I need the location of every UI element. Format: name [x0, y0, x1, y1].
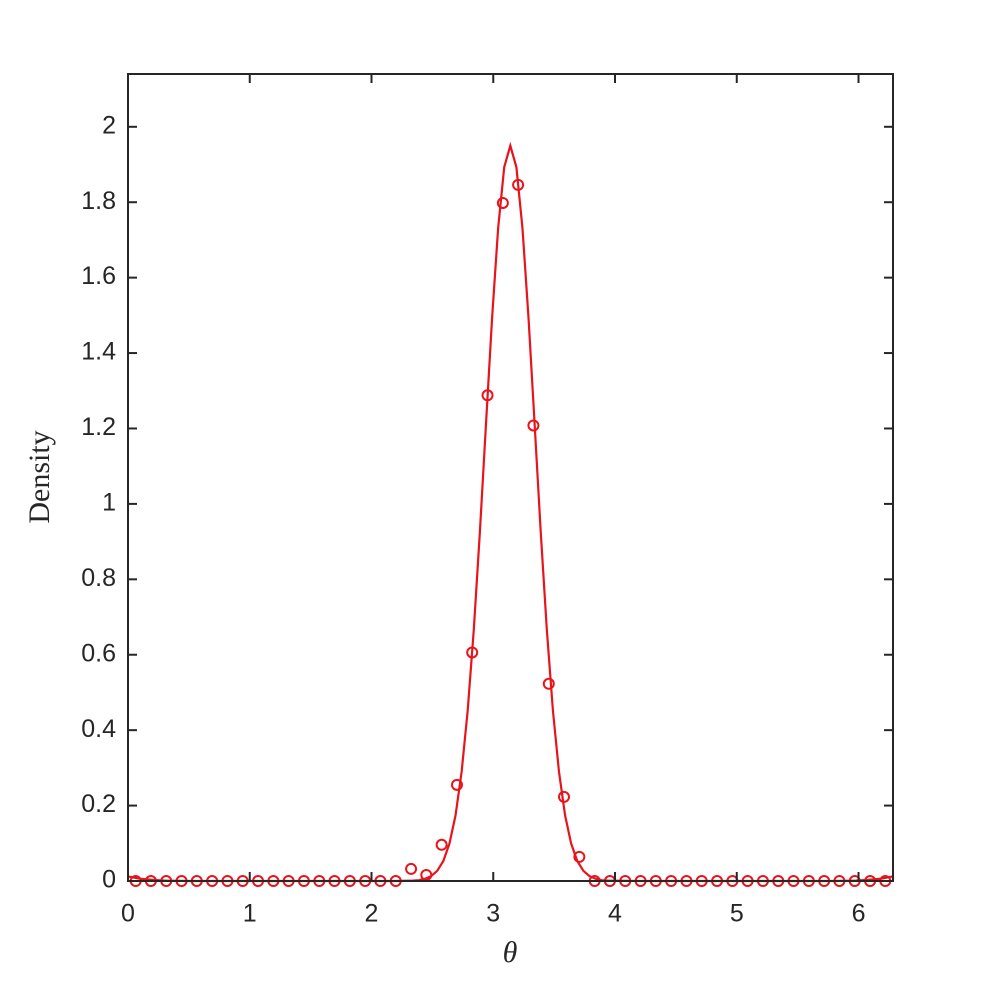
x-tick-label: 2 [365, 900, 379, 928]
y-tick-label: 0.8 [81, 564, 116, 592]
data-point [557, 790, 570, 803]
y-tick-label: 1.6 [81, 262, 116, 290]
data-point [420, 868, 433, 881]
x-tick-label: 0 [121, 900, 135, 928]
y-tick-label: 0.4 [81, 715, 116, 743]
data-point [450, 778, 463, 791]
y-tick-label: 1.2 [81, 413, 116, 441]
y-tick-label: 0.6 [81, 639, 116, 667]
data-point [405, 862, 418, 875]
y-tick-label: 0 [102, 866, 116, 894]
data-point [542, 677, 555, 690]
y-tick-label: 1.8 [81, 187, 116, 215]
density-curve [127, 141, 893, 883]
y-tick-label: 0.2 [81, 790, 116, 818]
y-tick-label: 2 [102, 111, 116, 139]
plot-frame [127, 73, 894, 882]
data-point [512, 178, 525, 191]
data-point [496, 196, 509, 209]
x-tick-label: 5 [730, 900, 744, 928]
x-tick-label: 6 [852, 900, 866, 928]
y-axis-label: Density [23, 430, 56, 523]
data-point [527, 419, 540, 432]
data-point [573, 850, 586, 863]
x-axis-label: θ [503, 936, 518, 969]
data-point [466, 646, 479, 659]
data-point [481, 389, 494, 402]
data-point [435, 838, 448, 851]
x-tick-label: 3 [486, 900, 500, 928]
y-tick-label: 1 [102, 489, 116, 517]
x-tick-label: 4 [608, 900, 622, 928]
y-tick-label: 1.4 [81, 338, 116, 366]
x-tick-label: 1 [243, 900, 257, 928]
